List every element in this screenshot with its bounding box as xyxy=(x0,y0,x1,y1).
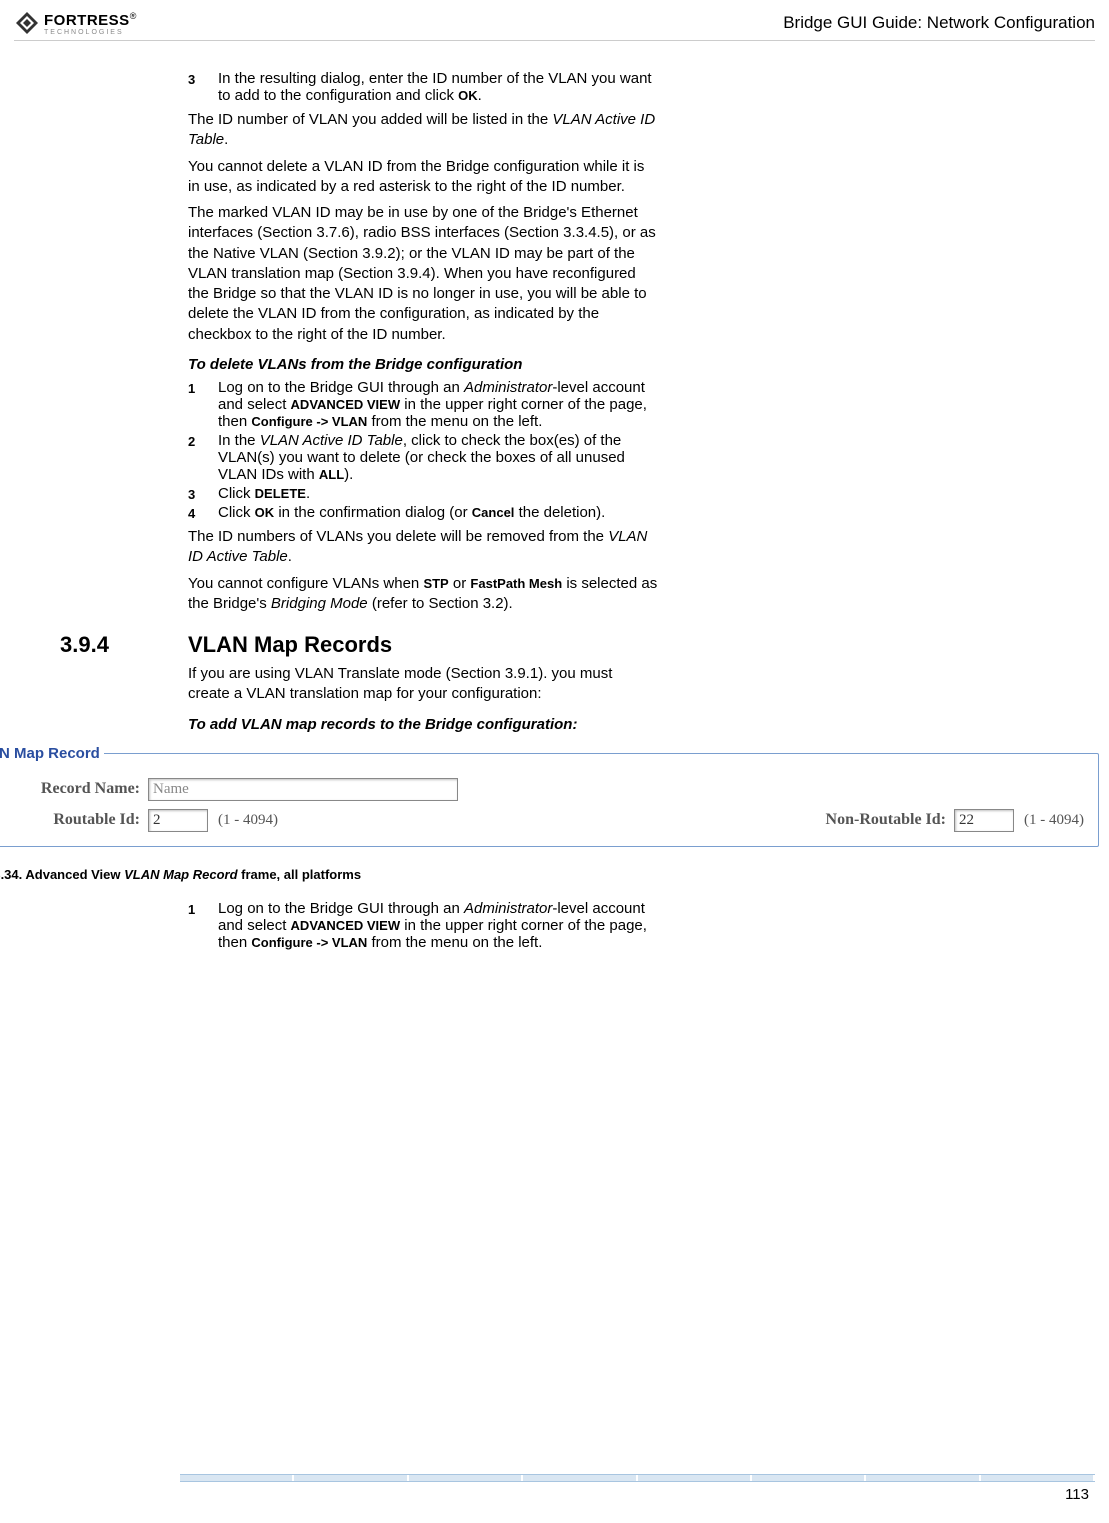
footer-decoration xyxy=(180,1474,1095,1482)
step-number: 1 xyxy=(188,900,218,951)
record-name-label: Record Name: xyxy=(0,780,148,798)
list-item: 1 Log on to the Bridge GUI through an Ad… xyxy=(188,379,658,430)
paragraph: If you are using VLAN Translate mode (Se… xyxy=(188,664,658,705)
brand-subtitle: TECHNOLOGIES xyxy=(44,29,136,36)
step-text: . xyxy=(478,87,482,104)
step-text: In the resulting dialog, enter the ID nu… xyxy=(218,70,652,104)
list-item: 3 Click DELETE. xyxy=(188,485,658,502)
figure-caption: Figure 3.34. Advanced View VLAN Map Reco… xyxy=(0,867,1099,882)
section-heading: 3.9.4 VLAN Map Records xyxy=(60,632,1069,658)
doc-title: Bridge GUI Guide: Network Configuration xyxy=(783,13,1095,33)
page-number: 113 xyxy=(0,1486,1109,1503)
routable-id-label: Routable Id: xyxy=(0,811,148,829)
vlan-map-record-frame: VLAN Map Record Record Name: Routable Id… xyxy=(0,745,1099,847)
non-routable-range: (1 - 4094) xyxy=(1024,812,1084,829)
list-item: 4 Click OK in the confirmation dialog (o… xyxy=(188,504,658,521)
non-routable-id-input[interactable] xyxy=(954,809,1014,832)
brand-reg: ® xyxy=(130,11,137,21)
frame-legend: VLAN Map Record xyxy=(0,745,104,762)
routable-id-input[interactable] xyxy=(148,809,208,832)
ui-ok: OK xyxy=(458,88,478,103)
step-number: 2 xyxy=(188,432,218,483)
routable-range: (1 - 4094) xyxy=(218,812,278,829)
record-name-input[interactable] xyxy=(148,778,458,801)
step-number: 3 xyxy=(188,485,218,502)
paragraph: The marked VLAN ID may be in use by one … xyxy=(188,203,658,345)
list-item: 1 Log on to the Bridge GUI through an Ad… xyxy=(188,900,658,951)
list-item: 3 In the resulting dialog, enter the ID … xyxy=(188,70,658,104)
section-title: VLAN Map Records xyxy=(188,632,392,658)
step-number: 3 xyxy=(188,70,218,104)
page-footer: 113 xyxy=(0,1474,1109,1503)
fortress-icon xyxy=(14,10,40,36)
brand-name: FORTRESS xyxy=(44,12,130,29)
list-item: 2 In the VLAN Active ID Table, click to … xyxy=(188,432,658,483)
step-number: 1 xyxy=(188,379,218,430)
paragraph: You cannot delete a VLAN ID from the Bri… xyxy=(188,157,658,198)
paragraph: You cannot configure VLANs when STP or F… xyxy=(188,574,658,615)
page-header: FORTRESS® TECHNOLOGIES Bridge GUI Guide:… xyxy=(14,10,1095,41)
non-routable-id-label: Non-Routable Id: xyxy=(826,811,954,829)
section-number: 3.9.4 xyxy=(60,632,188,658)
paragraph: The ID number of VLAN you added will be … xyxy=(188,110,658,151)
brand-logo: FORTRESS® TECHNOLOGIES xyxy=(14,10,136,36)
sub-heading: To add VLAN map records to the Bridge co… xyxy=(188,715,658,735)
paragraph: The ID numbers of VLANs you delete will … xyxy=(188,527,658,568)
step-number: 4 xyxy=(188,504,218,521)
figure-vlan-map-record: VLAN Map Record Record Name: Routable Id… xyxy=(0,745,1099,882)
sub-heading: To delete VLANs from the Bridge configur… xyxy=(188,355,658,375)
